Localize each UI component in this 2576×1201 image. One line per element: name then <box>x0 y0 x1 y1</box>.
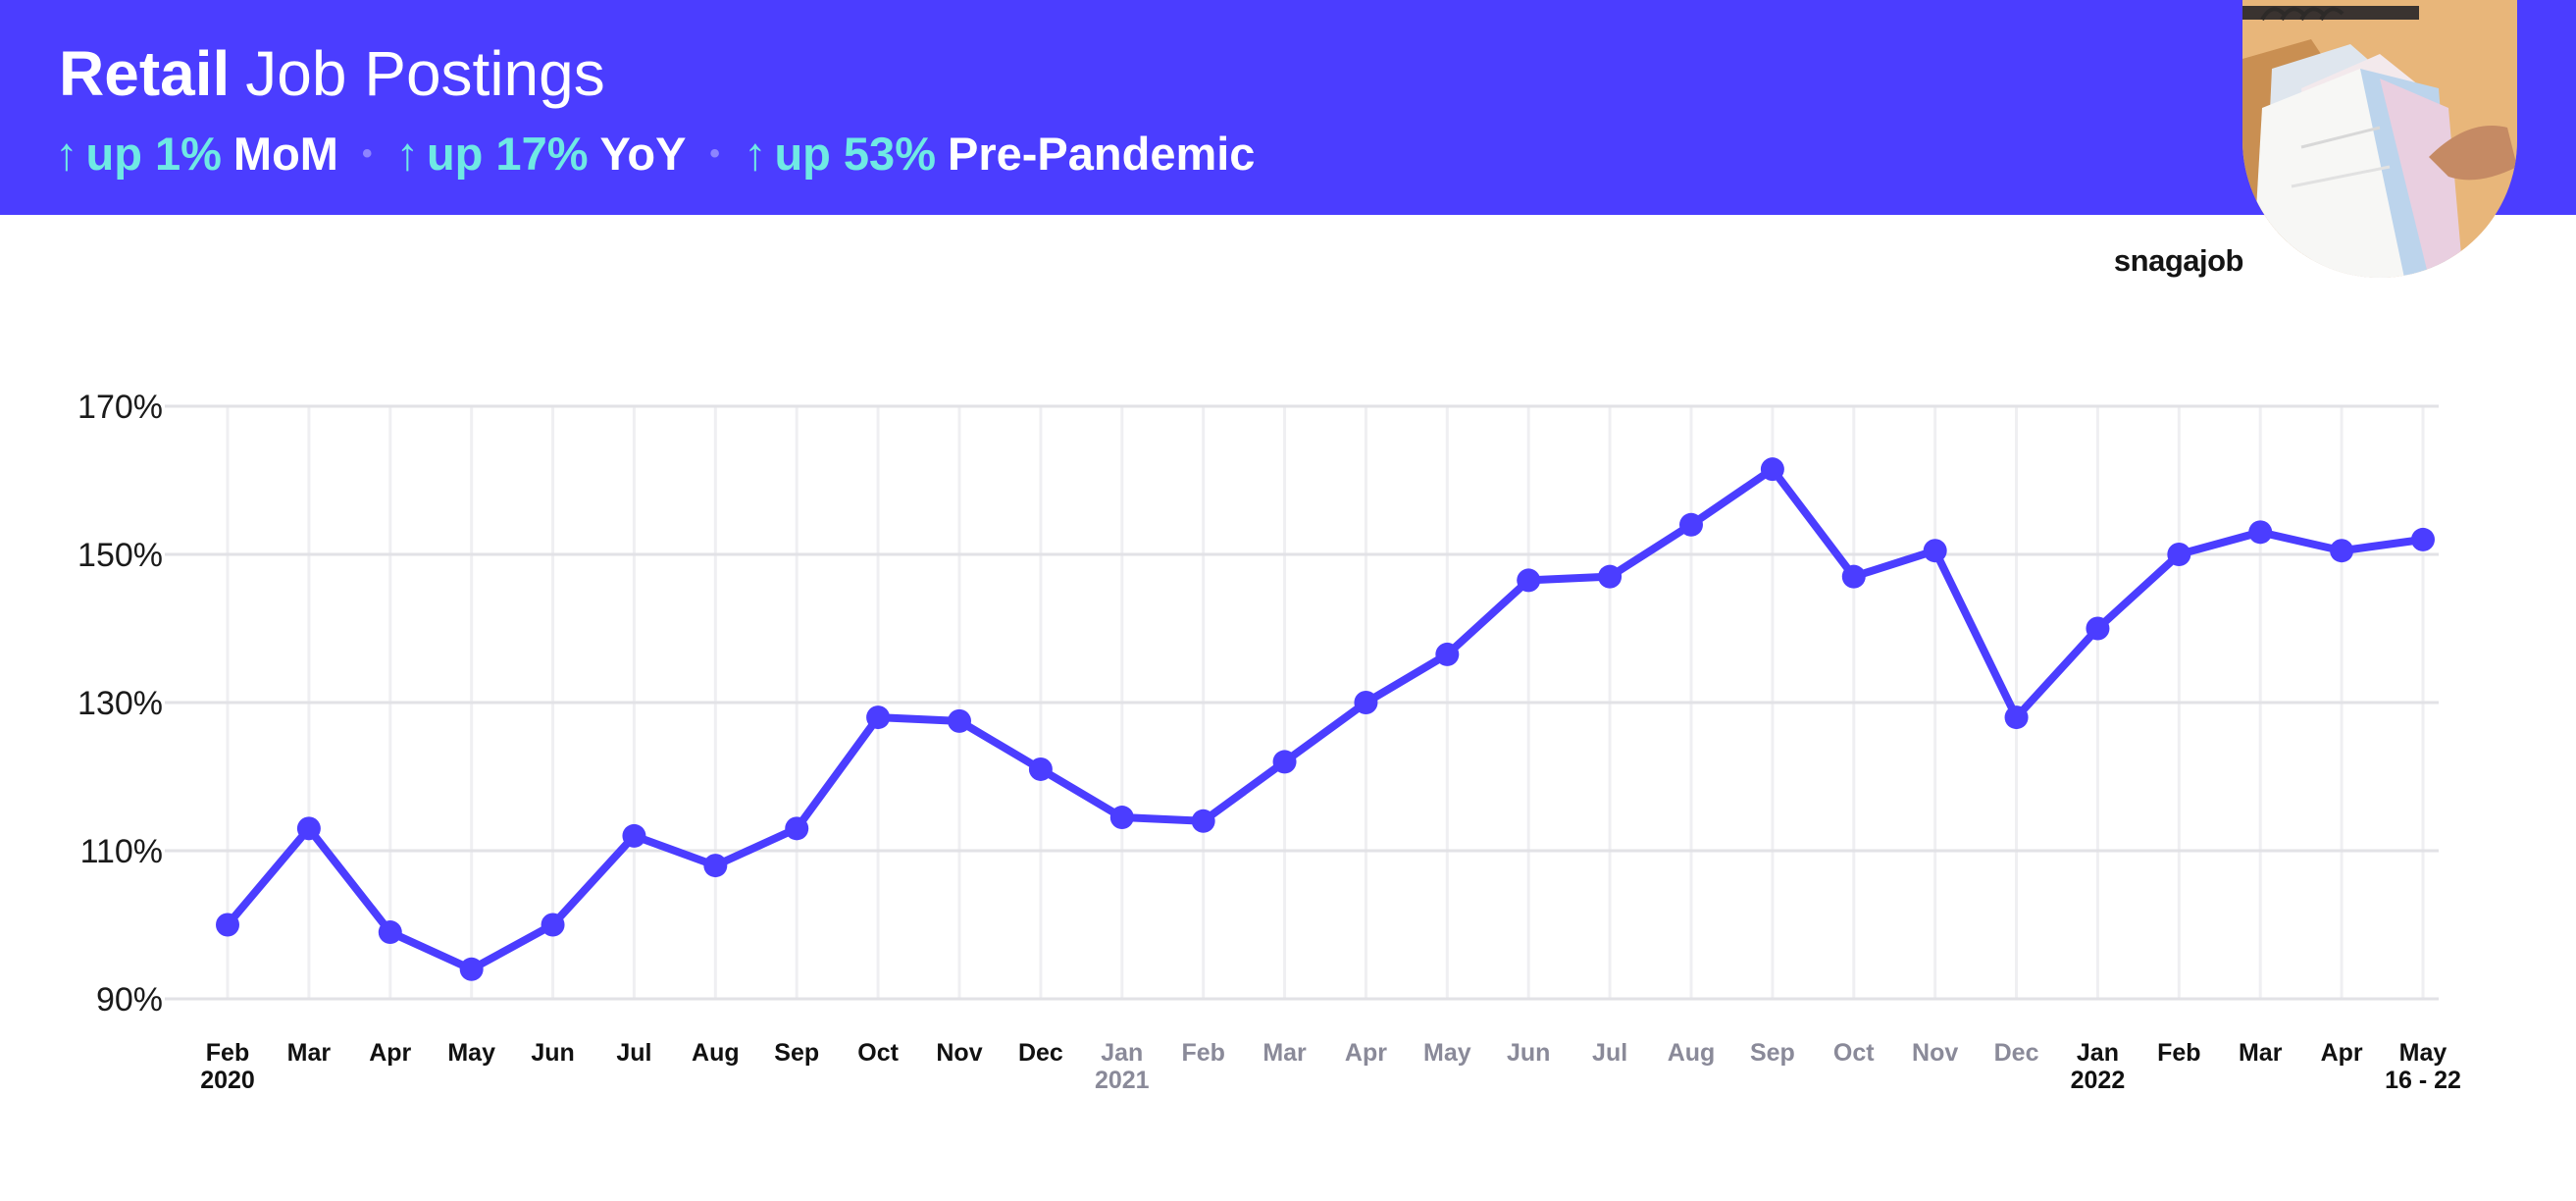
x-tick-label: Jun <box>1507 1039 1550 1067</box>
separator-dot: • <box>361 137 373 170</box>
x-tick-label: Nov <box>936 1039 982 1067</box>
title-light: Job Postings <box>245 38 605 109</box>
chart-grid <box>165 404 2439 1001</box>
arrow-up-icon: ↑ <box>743 128 767 180</box>
x-tick-label: Jul <box>616 1039 651 1067</box>
data-point <box>1435 642 1460 666</box>
stat-yoy: ↑ up 17% YoY <box>395 122 686 186</box>
x-tick-label: Jan <box>1101 1039 1143 1067</box>
x-tick-label: Oct <box>857 1039 899 1067</box>
x-tick-label: May <box>1423 1039 1471 1067</box>
data-point <box>2167 543 2191 566</box>
title-bold: Retail <box>59 38 231 109</box>
y-tick-label: 170% <box>77 389 163 426</box>
x-tick-label: Mar <box>1262 1039 1307 1067</box>
x-tick-sublabel: 2021 <box>1095 1067 1150 1094</box>
x-tick-label: Jun <box>531 1039 574 1067</box>
data-point <box>1923 539 1947 563</box>
clothing-rack-illustration <box>2242 0 2517 278</box>
data-point <box>703 854 728 878</box>
stat-pre-pandemic: ↑ up 53% Pre-Pandemic <box>744 122 1256 186</box>
data-point <box>1598 564 1623 589</box>
x-tick-sublabel: 2022 <box>2071 1067 2126 1094</box>
stat-mom-label: MoM <box>232 128 338 180</box>
series-line <box>224 465 2427 973</box>
stats-row: ↑ up 1% MoM • ↑ up 17% YoY • ↑ up 53% Pr… <box>55 122 1255 186</box>
arrow-up-icon: ↑ <box>395 128 419 180</box>
data-point <box>1760 457 1784 482</box>
x-tick-label: Nov <box>1912 1039 1958 1067</box>
x-tick-label: Dec <box>1994 1039 2039 1067</box>
snagajob-logo: snagajob <box>2113 243 2244 278</box>
series-points <box>216 457 2435 981</box>
x-tick-label: Sep <box>774 1039 819 1067</box>
data-point <box>948 708 971 733</box>
stat-yoy-value: up 17% <box>426 128 589 180</box>
x-tick-label: Jul <box>1592 1039 1627 1067</box>
y-tick-label: 150% <box>77 537 163 574</box>
x-tick-sublabel: 2020 <box>200 1067 255 1094</box>
x-tick-label: Feb <box>2157 1039 2200 1067</box>
stat-yoy-label: YoY <box>599 128 687 180</box>
y-tick-label: 90% <box>96 981 163 1018</box>
data-point <box>622 823 646 848</box>
data-point <box>459 957 484 981</box>
data-point <box>1272 750 1297 774</box>
data-point <box>541 913 565 937</box>
x-tick-label: Aug <box>692 1039 740 1067</box>
x-tick-label: Feb <box>1181 1039 1224 1067</box>
stat-mom: ↑ up 1% MoM <box>55 122 338 186</box>
data-point <box>2248 520 2273 545</box>
data-point <box>785 816 809 841</box>
x-tick-sublabel: 16 - 22 <box>2385 1067 2461 1094</box>
data-point <box>216 913 239 937</box>
x-tick-label: May <box>2399 1039 2447 1067</box>
separator-dot: • <box>709 137 720 170</box>
x-tick-label: Apr <box>2321 1039 2363 1067</box>
x-tick-label: Feb <box>206 1039 249 1067</box>
data-point <box>378 920 402 945</box>
stat-pre-pandemic-value: up 53% <box>774 128 936 180</box>
data-point <box>296 816 321 841</box>
x-tick-label: Oct <box>1833 1039 1875 1067</box>
data-point <box>2086 616 2110 641</box>
x-tick-label: Sep <box>1750 1039 1795 1067</box>
data-point <box>1841 564 1866 589</box>
y-axis-tick-labels: 90% 110% 130% 150% 170% <box>77 389 163 1018</box>
x-tick-label: Jan <box>2077 1039 2119 1067</box>
data-point <box>1679 512 1703 537</box>
y-tick-label: 110% <box>80 833 163 870</box>
page-title: Retail Job Postings <box>59 37 605 110</box>
header-banner: Retail Job Postings ↑ up 1% MoM • ↑ up 17… <box>0 0 2576 215</box>
x-tick-label: May <box>447 1039 495 1067</box>
data-point <box>866 705 891 730</box>
x-tick-label: Mar <box>2239 1039 2283 1067</box>
data-point <box>1109 806 1134 830</box>
y-tick-label: 130% <box>77 685 163 722</box>
data-point <box>1517 568 1541 593</box>
stat-mom-value: up 1% <box>85 128 222 180</box>
data-point <box>2004 705 2029 730</box>
retail-clothing-photo <box>2242 0 2517 278</box>
x-tick-label: Dec <box>1018 1039 1063 1067</box>
arrow-up-icon: ↑ <box>55 128 78 180</box>
stat-pre-pandemic-label: Pre-Pandemic <box>947 128 1256 180</box>
data-point <box>1191 809 1215 833</box>
data-point <box>1354 691 1378 714</box>
data-point <box>2330 539 2354 563</box>
x-tick-label: Aug <box>1668 1039 1716 1067</box>
x-tick-label: Mar <box>287 1039 332 1067</box>
x-tick-label: Apr <box>369 1039 411 1067</box>
data-point <box>2411 527 2435 551</box>
x-tick-label: Apr <box>1345 1039 1387 1067</box>
data-point <box>1028 757 1053 781</box>
